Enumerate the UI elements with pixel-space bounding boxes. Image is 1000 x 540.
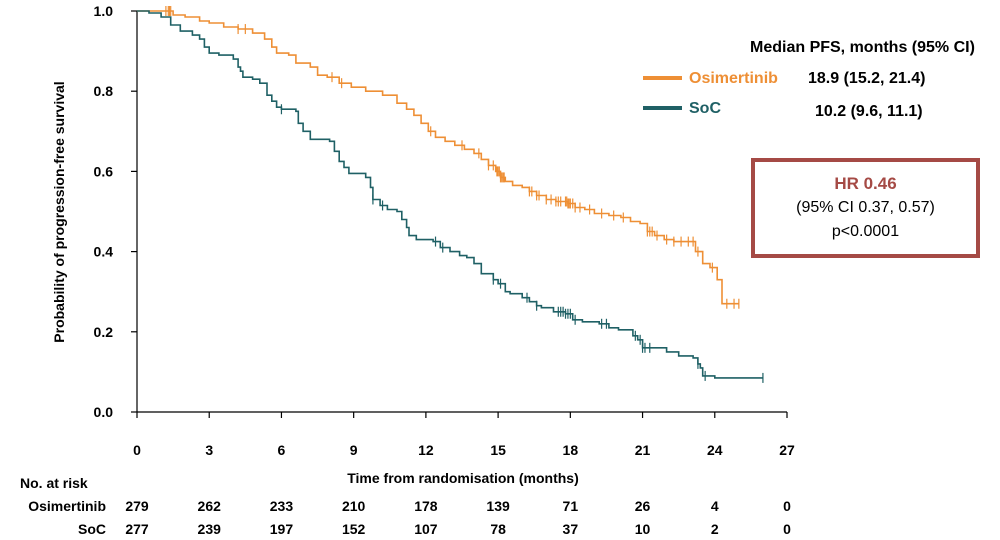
x-axis-title: Time from randomisation (months) (347, 470, 579, 486)
risk-table: No. at risk Osimertinib SoC 279 262 233 210… (20, 475, 791, 537)
km-curve-soc (137, 10, 763, 379)
y-tick-label: 0.4 (94, 244, 114, 260)
risk-value-soc: 152 (342, 521, 366, 537)
risk-value-soc: 0 (783, 521, 791, 537)
risk-value-osimertinib: 71 (563, 498, 579, 514)
legend-median-osimertinib: 18.9 (15.2, 21.4) (808, 70, 925, 87)
legend-median-soc: 10.2 (9.6, 11.1) (815, 103, 923, 120)
series-soc (137, 10, 764, 383)
chart-axes: 0.0 0.2 0.4 0.6 0.8 1.0 0 3 6 9 12 15 18 21 24 27 (94, 3, 795, 458)
y-tick-label: 0.6 (94, 163, 114, 179)
legend-entry-soc: SoC 10.2 (9.6, 11.1) (643, 100, 923, 120)
legend-label-osimertinib: Osimertinib (689, 70, 778, 87)
hazard-ratio: HR 0.46 (834, 174, 897, 193)
risk-value-osimertinib: 139 (486, 498, 510, 514)
risk-value-soc: 239 (198, 521, 222, 537)
risk-value-soc: 2 (711, 521, 719, 537)
series-osimertinib (137, 6, 740, 309)
risk-value-osimertinib: 4 (711, 498, 719, 514)
x-tick-label: 18 (563, 442, 579, 458)
risk-row-label-osimertinib: Osimertinib (28, 498, 106, 514)
risk-value-osimertinib: 233 (270, 498, 294, 514)
x-tick-label: 6 (278, 442, 286, 458)
x-tick-label: 9 (350, 442, 358, 458)
risk-row-label-soc: SoC (78, 521, 106, 537)
x-tick-label: 24 (707, 442, 723, 458)
risk-value-soc: 78 (490, 521, 506, 537)
hazard-ratio-ci: (95% CI 0.37, 0.57) (796, 199, 935, 216)
y-axis-title: Probability of progression-free survival (51, 81, 67, 342)
x-tick-label: 27 (779, 442, 795, 458)
y-tick-label: 0.0 (94, 404, 114, 420)
hazard-ratio-box: HR 0.46 (95% CI 0.37, 0.57) p<0.0001 (751, 158, 980, 258)
risk-value-osimertinib: 262 (198, 498, 222, 514)
x-tick-label: 3 (205, 442, 213, 458)
risk-value-osimertinib: 26 (635, 498, 651, 514)
risk-value-soc: 10 (635, 521, 651, 537)
y-tick-label: 0.8 (94, 83, 114, 99)
km-curve-osimertinib (137, 10, 739, 305)
y-tick-label: 1.0 (94, 3, 114, 19)
survival-curves (137, 6, 764, 383)
p-value: p<0.0001 (831, 223, 900, 240)
risk-value-soc: 197 (270, 521, 294, 537)
risk-value-osimertinib: 178 (414, 498, 438, 514)
x-tick-label: 0 (133, 442, 141, 458)
risk-value-soc: 277 (125, 521, 149, 537)
risk-table-title: No. at risk (20, 475, 88, 491)
risk-value-osimertinib: 210 (342, 498, 366, 514)
x-tick-label: 21 (635, 442, 651, 458)
y-tick-label: 0.2 (94, 324, 114, 340)
risk-value-soc: 107 (414, 521, 438, 537)
risk-value-osimertinib: 279 (125, 498, 149, 514)
legend-header: Median PFS, months (95% CI) (750, 39, 975, 56)
legend-entry-osimertinib: Osimertinib 18.9 (15.2, 21.4) (643, 70, 925, 87)
x-tick-label: 12 (418, 442, 434, 458)
legend-label-soc: SoC (689, 100, 721, 117)
x-tick-label: 15 (490, 442, 506, 458)
risk-value-soc: 37 (563, 521, 579, 537)
risk-value-osimertinib: 0 (783, 498, 791, 514)
